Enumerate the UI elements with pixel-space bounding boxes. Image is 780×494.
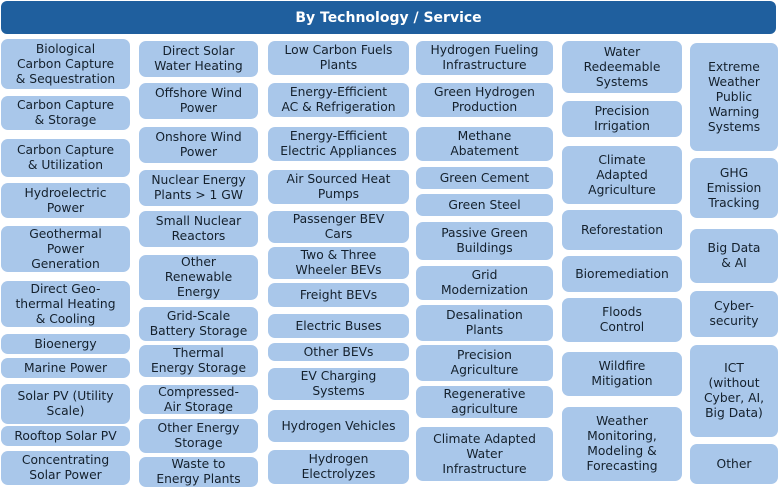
technology-item: Green Hydrogen Production <box>416 83 553 117</box>
technology-item: Bioremediation <box>562 256 682 292</box>
technology-item: Geothermal Power Generation <box>1 226 130 272</box>
technology-item: Marine Power <box>1 358 130 378</box>
technology-item: Extreme Weather Public Warning Systems <box>690 43 778 151</box>
technology-item: Green Steel <box>416 194 553 216</box>
technology-item: Two & Three Wheeler BEVs <box>268 247 409 279</box>
technology-item: ICT (without Cyber, AI, Big Data) <box>690 345 778 437</box>
technology-item: Water Redeemable Systems <box>562 41 682 93</box>
technology-item: Precision Irrigation <box>562 101 682 137</box>
technology-item: Energy-Efficient Electric Appliances <box>268 127 409 161</box>
technology-item: Hydrogen Electrolyzes <box>268 450 409 484</box>
technology-item: Other BEVs <box>268 343 409 361</box>
technology-item: Freight BEVs <box>268 283 409 307</box>
technology-item: Other Renewable Energy <box>139 255 258 300</box>
technology-item: Compressed- Air Storage <box>139 385 258 414</box>
technology-item: Air Sourced Heat Pumps <box>268 170 409 204</box>
technology-item: Nuclear Energy Plants > 1 GW <box>139 170 258 206</box>
technology-item: Hydrogen Fueling Infrastructure <box>416 41 553 75</box>
technology-item: Offshore Wind Power <box>139 83 258 119</box>
technology-item: Desalination Plants <box>416 305 553 341</box>
technology-item: Carbon Capture & Storage <box>1 96 130 130</box>
technology-item: Precision Agriculture <box>416 345 553 381</box>
technology-item: Direct Geo- thermal Heating & Cooling <box>1 281 130 327</box>
technology-item: Regenerative agriculture <box>416 386 553 418</box>
technology-item: Waste to Energy Plants <box>139 457 258 487</box>
technology-item: Low Carbon Fuels Plants <box>268 41 409 75</box>
technology-item: Climate Adapted Water Infrastructure <box>416 427 553 481</box>
technology-item: Thermal Energy Storage <box>139 345 258 377</box>
technology-item: Methane Abatement <box>416 127 553 161</box>
technology-item: Floods Control <box>562 298 682 342</box>
technology-item: Weather Monitoring, Modeling & Forecasti… <box>562 407 682 481</box>
technology-item: EV Charging Systems <box>268 368 409 400</box>
technology-item: Solar PV (Utility Scale) <box>1 384 130 424</box>
technology-item: Rooftop Solar PV <box>1 426 130 446</box>
technology-item: GHG Emission Tracking <box>690 158 778 218</box>
technology-item: Bioenergy <box>1 334 130 354</box>
technology-item: Carbon Capture & Utilization <box>1 139 130 177</box>
technology-item: Passenger BEV Cars <box>268 211 409 243</box>
technology-item: Hydroelectric Power <box>1 183 130 218</box>
technology-item: Reforestation <box>562 210 682 250</box>
technology-item: Small Nuclear Reactors <box>139 211 258 247</box>
technology-item: Direct Solar Water Heating <box>139 41 258 77</box>
technology-item: Other Energy Storage <box>139 419 258 453</box>
technology-item: Wildfire Mitigation <box>562 352 682 396</box>
technology-item: Hydrogen Vehicles <box>268 410 409 442</box>
technology-item: Grid-Scale Battery Storage <box>139 307 258 341</box>
technology-item: Grid Modernization <box>416 266 553 300</box>
technology-item: Green Cement <box>416 167 553 189</box>
technology-item: Energy-Efficient AC & Refrigeration <box>268 83 409 117</box>
technology-item: Other <box>690 444 778 484</box>
technology-item: Biological Carbon Capture & Sequestratio… <box>1 39 130 89</box>
technology-item: Electric Buses <box>268 314 409 338</box>
technology-item: Onshore Wind Power <box>139 127 258 163</box>
technology-item: Passive Green Buildings <box>416 222 553 260</box>
technology-item: Climate Adapted Agriculture <box>562 146 682 204</box>
technology-item: Concentrating Solar Power <box>1 451 130 485</box>
technology-item: Cyber- security <box>690 291 778 337</box>
page-title: By Technology / Service <box>1 1 776 34</box>
technology-item: Big Data & AI <box>690 229 778 283</box>
